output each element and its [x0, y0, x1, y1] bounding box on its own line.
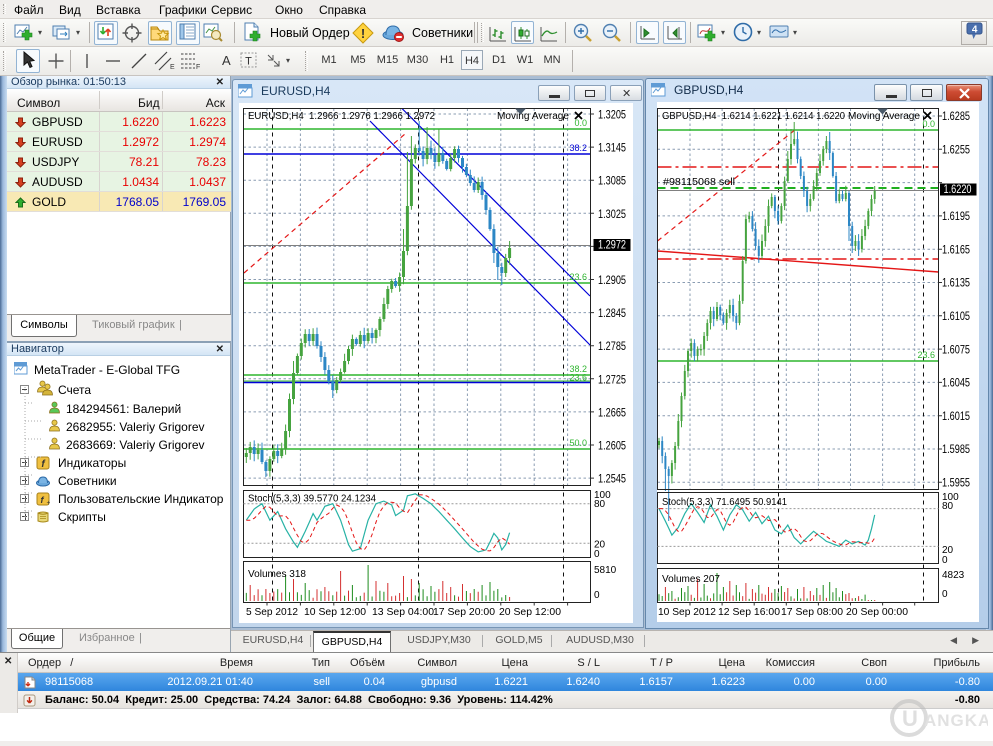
svg-text:Stoch(5,3,3) 39.5770 24.1234: Stoch(5,3,3) 39.5770 24.1234: [248, 494, 376, 505]
svg-text:1.5985: 1.5985: [942, 442, 970, 456]
svg-text:1.6045: 1.6045: [942, 376, 970, 390]
svg-text:23.6: 23.6: [569, 373, 587, 383]
svg-text:1.3025: 1.3025: [598, 207, 626, 221]
svg-text:1.3145: 1.3145: [598, 141, 626, 155]
svg-text:ANGKA: ANGKA: [924, 711, 988, 730]
svg-text:1.6220: 1.6220: [944, 182, 972, 196]
svg-text:1.6285: 1.6285: [942, 109, 970, 123]
svg-text:1.2665: 1.2665: [598, 405, 626, 419]
svg-text:5810: 5810: [594, 565, 617, 576]
svg-text:20: 20: [942, 545, 954, 556]
svg-text:1.6105: 1.6105: [942, 309, 970, 323]
svg-text:23.6: 23.6: [569, 272, 587, 282]
svg-text:0.0: 0.0: [922, 119, 935, 129]
svg-text:4: 4: [972, 25, 978, 36]
svg-text:1.5955: 1.5955: [942, 476, 970, 490]
svg-text:0: 0: [942, 555, 948, 566]
svg-text:38.2: 38.2: [569, 364, 587, 374]
svg-text:100: 100: [942, 492, 959, 503]
svg-text:100: 100: [594, 490, 611, 501]
svg-text:1.6015: 1.6015: [942, 409, 970, 423]
svg-text:0: 0: [942, 589, 948, 600]
svg-text:80: 80: [942, 501, 954, 512]
svg-text:+: +: [47, 500, 51, 506]
svg-text:GBPUSD,H4 1.6214 1.6221 1.621: GBPUSD,H4 1.6214 1.6221 1.6214 1.6220: [662, 111, 845, 122]
svg-text:0.0: 0.0: [574, 118, 587, 128]
svg-text:1.2605: 1.2605: [598, 439, 626, 453]
svg-text:17 Sep 08:00: 17 Sep 08:00: [781, 606, 843, 618]
svg-text:1.6135: 1.6135: [942, 276, 970, 290]
svg-text:12 Sep 16:00: 12 Sep 16:00: [718, 606, 780, 618]
svg-text:50.0: 50.0: [569, 438, 587, 448]
svg-text:10 Sep 2012: 10 Sep 2012: [658, 606, 716, 618]
svg-text:1.2545: 1.2545: [598, 472, 626, 486]
svg-text:!: !: [361, 26, 365, 41]
svg-text:E: E: [170, 64, 175, 71]
svg-text:Volumes 318: Volumes 318: [248, 569, 306, 580]
svg-text:1.3085: 1.3085: [598, 174, 626, 188]
svg-text:23.6: 23.6: [917, 350, 935, 360]
svg-text:F: F: [196, 64, 200, 71]
svg-text:1.2972: 1.2972: [598, 238, 626, 252]
svg-text:1.2725: 1.2725: [598, 372, 626, 386]
svg-text:1.2785: 1.2785: [598, 339, 626, 353]
svg-text:0: 0: [594, 549, 600, 560]
svg-text:Moving Average: Moving Average: [848, 111, 920, 122]
svg-text:1.3205: 1.3205: [598, 108, 626, 122]
svg-text:Moving Average: Moving Average: [497, 111, 569, 122]
svg-text:1.6075: 1.6075: [942, 342, 970, 356]
svg-text:4823: 4823: [942, 570, 965, 581]
svg-text:1.2905: 1.2905: [598, 273, 626, 287]
svg-text:38.2: 38.2: [569, 143, 587, 153]
svg-text:1.2845: 1.2845: [598, 306, 626, 320]
svg-text:EURUSD,H4 1.2966 1.2976 1.296: EURUSD,H4 1.2966 1.2976 1.2966 1.2972: [248, 111, 435, 122]
svg-text:Volumes 207: Volumes 207: [662, 574, 720, 585]
svg-text:U: U: [902, 706, 918, 731]
svg-text:1.6165: 1.6165: [942, 242, 970, 256]
svg-text:1.6195: 1.6195: [942, 209, 970, 223]
svg-text:Stoch(5,3,3) 71.6495 50.9141: Stoch(5,3,3) 71.6495 50.9141: [662, 497, 787, 508]
svg-text:80: 80: [594, 499, 606, 510]
svg-text:13 Sep 04:00: 13 Sep 04:00: [372, 606, 434, 618]
svg-text:0: 0: [594, 590, 600, 601]
svg-text:#98115068 sell: #98115068 sell: [663, 177, 735, 188]
svg-text:10 Sep 12:00: 10 Sep 12:00: [304, 606, 366, 618]
svg-text:T: T: [245, 56, 252, 68]
svg-text:20: 20: [594, 540, 606, 551]
svg-text:1.6255: 1.6255: [942, 143, 970, 157]
svg-text:5 Sep 2012: 5 Sep 2012: [246, 606, 298, 618]
svg-text:f: f: [41, 495, 45, 505]
svg-text:f: f: [41, 459, 46, 470]
svg-text:20 Sep 12:00: 20 Sep 12:00: [499, 606, 561, 618]
svg-text:20 Sep 00:00: 20 Sep 00:00: [846, 606, 908, 618]
svg-text:17 Sep 20:00: 17 Sep 20:00: [433, 606, 495, 618]
